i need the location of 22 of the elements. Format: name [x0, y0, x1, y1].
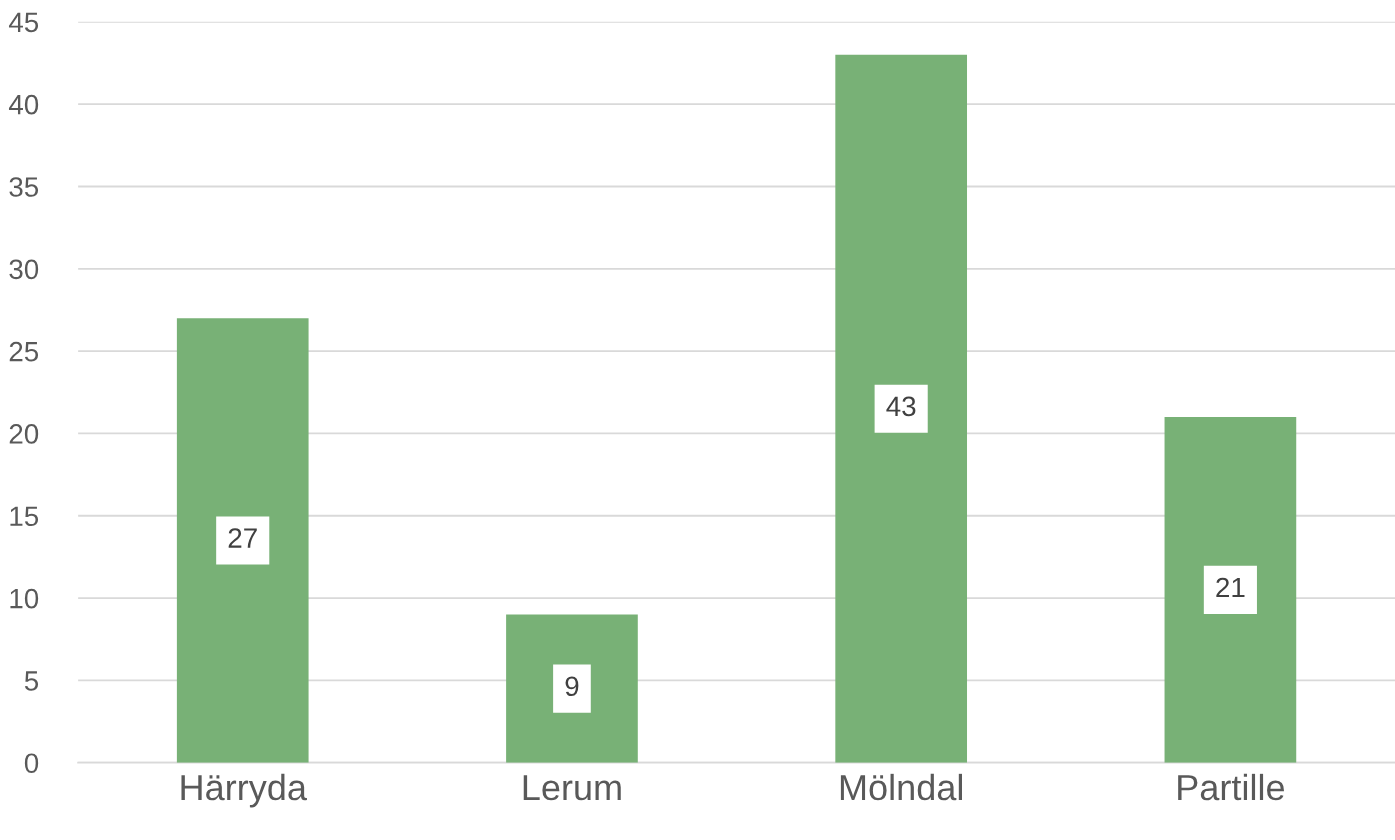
y-tick-label: 35 — [9, 177, 39, 197]
y-tick-label: 30 — [9, 259, 39, 280]
bar — [1164, 416, 1297, 763]
x-tick-label: Mölndal — [840, 773, 962, 801]
x-tick-label: Partille — [1178, 773, 1284, 801]
y-tick-label: 25 — [9, 341, 39, 362]
data-label: 21 — [1216, 577, 1245, 598]
bar — [835, 54, 968, 763]
y-tick-label: 45 — [8, 12, 39, 33]
bar — [506, 614, 638, 763]
y-tick-label: 40 — [8, 94, 39, 115]
y-tick-label: 0 — [24, 753, 39, 774]
y-tick-label: 15 — [10, 506, 39, 527]
data-label: 9 — [565, 676, 579, 697]
data-label: 43 — [886, 396, 916, 417]
bar — [176, 318, 309, 763]
y-tick-label: 20 — [9, 424, 39, 444]
x-tick-label: Härryda — [181, 773, 307, 808]
data-label: 27 — [228, 528, 257, 548]
y-tick-label: 5 — [24, 671, 39, 691]
x-tick-label: Lerum — [523, 775, 621, 801]
y-tick-label: 10 — [10, 588, 39, 609]
